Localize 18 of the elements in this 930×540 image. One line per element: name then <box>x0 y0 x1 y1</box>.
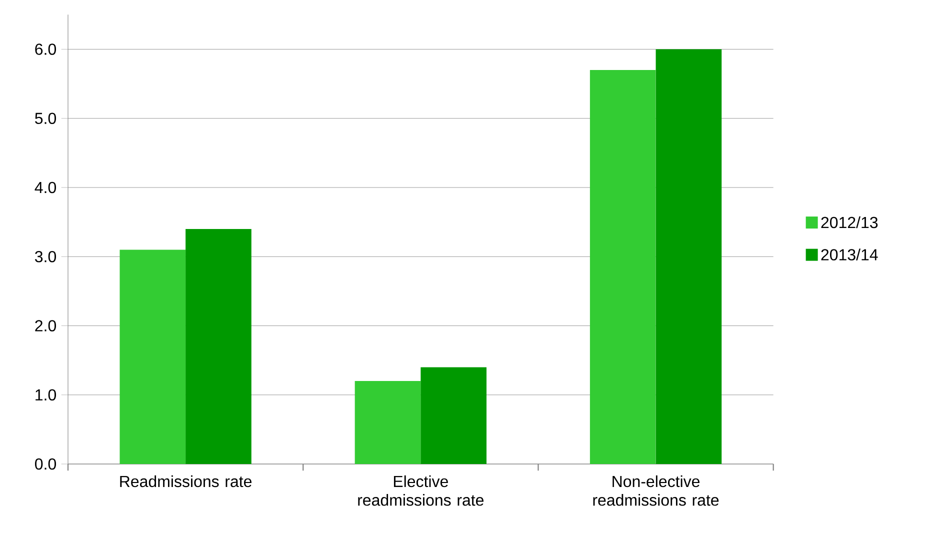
y-tick-label: 6.0 <box>35 44 56 55</box>
bar <box>186 228 252 464</box>
bar <box>354 381 421 464</box>
y-tick-label: 0.0 <box>35 458 56 470</box>
bar <box>420 367 486 464</box>
x-tick-label: Readmissions rate <box>120 475 252 488</box>
legend-label: 2012/13 <box>821 216 878 228</box>
y-tick-label: 2.0 <box>35 320 56 332</box>
bar <box>590 70 656 464</box>
y-tick-label: 5.0 <box>35 112 56 124</box>
y-tick-label: 3.0 <box>34 250 56 262</box>
x-tick-label: Elective readmissions rate <box>358 475 484 506</box>
bar <box>656 49 722 464</box>
legend-label: 2013/14 <box>821 248 878 260</box>
y-tick-label: 4.0 <box>34 182 56 194</box>
x-tick-label: Non-elective readmissions rate <box>593 475 719 506</box>
bar <box>120 250 186 464</box>
y-tick-label: 1.0 <box>36 389 56 401</box>
